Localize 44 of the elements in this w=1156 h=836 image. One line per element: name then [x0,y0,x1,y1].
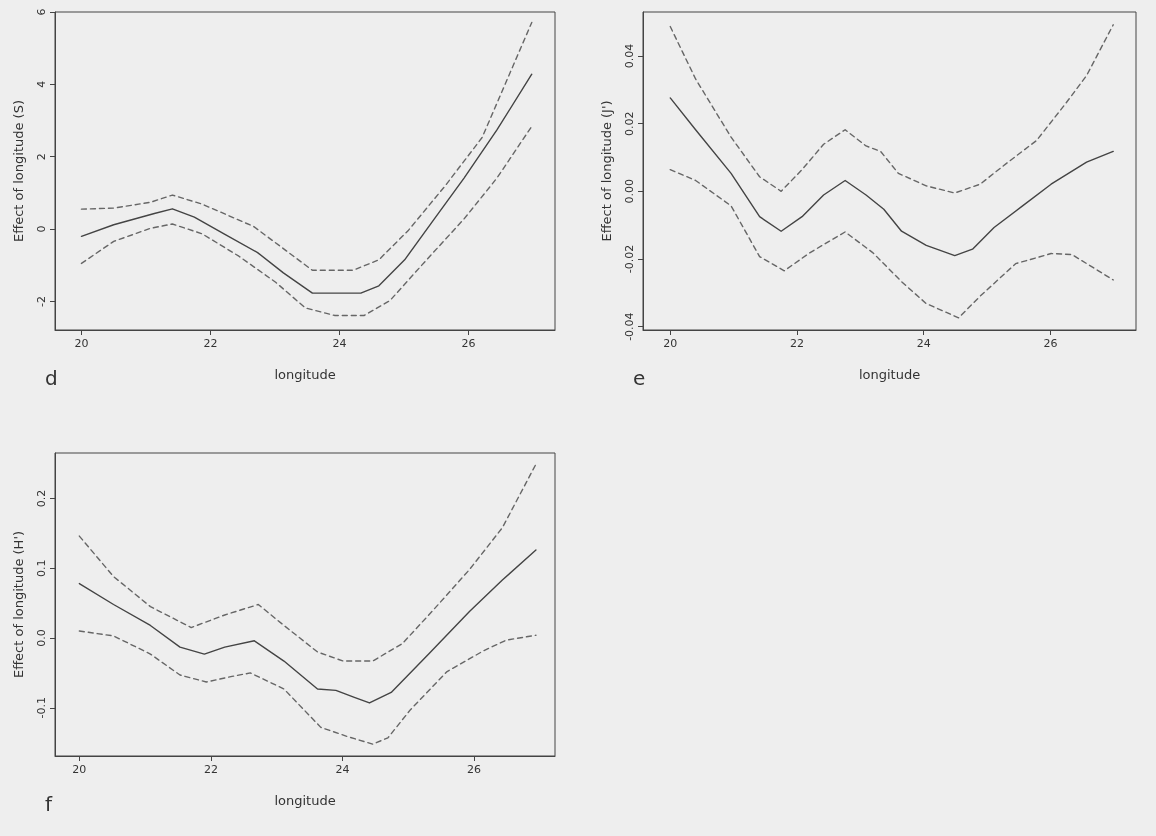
x-tick-label: 22 [789,337,804,350]
y-tick-label: 0 [35,225,48,233]
x-tick-label: 20 [74,337,89,350]
line-series [80,125,533,317]
x-axis-title: longitude [274,367,336,382]
x-tick-label: 26 [467,763,482,776]
x-tick-label: 20 [663,337,678,350]
y-tick-label: 0.04 [623,43,636,69]
x-axis-title: longitude [274,793,336,808]
y-tick-label: -0.1 [35,697,48,719]
x-tick-label: 24 [916,337,931,350]
line-series [669,97,1114,257]
line-series [80,21,533,272]
y-tick-label: 6 [35,8,48,16]
y-tick-label: 4 [35,80,48,88]
y-tick-label: -0.04 [623,312,636,341]
x-tick-label: 24 [335,763,350,776]
y-tick-label: 0.02 [623,111,636,136]
y-tick-label: 2 [35,153,48,161]
line-series [78,630,537,745]
y-axis-title: Effect of longitude (J') [599,100,614,242]
y-tick-label: -2 [35,295,48,307]
x-tick-label: 26 [461,337,476,350]
y-tick-label: 0.0 [35,629,48,647]
x-tick-label: 22 [203,337,218,350]
text: d [45,366,58,390]
y-tick-label: 0.2 [35,489,48,508]
x-tick-label: 20 [72,763,87,776]
y-tick-label: 0.00 [623,179,636,204]
line-series [80,73,533,294]
text: f [45,792,53,816]
y-tick-label: -0.02 [623,244,636,274]
y-axis-title: Effect of longitude (S) [11,100,26,242]
x-tick-label: 26 [1043,337,1058,350]
line-series [78,463,537,662]
x-tick-label: 24 [332,337,347,350]
text: e [633,366,646,390]
line-series [78,549,537,704]
x-axis-title: longitude [858,367,921,382]
y-tick-label: 0.1 [35,559,48,577]
line-series [669,168,1114,319]
y-axis-title: Effect of longitude (H') [11,530,26,679]
line-series [669,24,1114,194]
x-tick-label: 22 [203,763,218,776]
